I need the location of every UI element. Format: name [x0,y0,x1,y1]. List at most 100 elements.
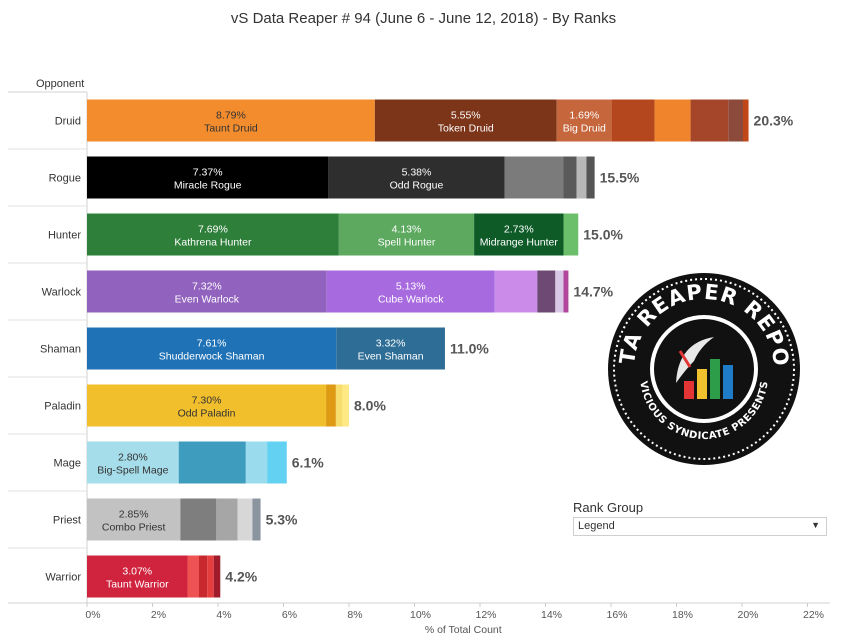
bar-segment-warlock-6 [563,270,569,313]
bar-segment-rogue-3 [504,156,564,199]
bar-segment-warlock-2 [326,270,495,313]
category-label-paladin: Paladin [44,401,81,413]
category-label-priest: Priest [53,515,81,527]
rank-group-label: Rank Group [573,500,644,515]
segment-name-label: Cube Warlock [378,294,444,306]
data-label: 2.80% [118,452,148,464]
segment-name-label: Shudderwock Shaman [159,351,265,363]
data-label: 5.55% [451,110,481,122]
bar-segment-druid-6 [690,99,729,142]
data-label: 2.85% [119,509,149,521]
bar-segment-warlock-1 [87,270,327,313]
bar-segment-priest-5 [252,498,261,541]
x-tick-label: 6% [282,609,297,621]
category-label-hunter: Hunter [48,230,81,242]
x-tick-label: 20% [737,609,758,621]
bar-segment-paladin-4 [342,384,349,427]
segment-name-label: Taunt Druid [204,123,258,135]
logo-emblem [676,337,733,399]
data-label: 7.69% [198,224,228,236]
bar-segment-hunter-2 [338,213,475,256]
x-tick-label: 10% [410,609,431,621]
bar-segment-warrior-4 [207,555,214,598]
bar-segment-priest-4 [237,498,253,541]
segment-name-label: Miracle Rogue [174,180,242,192]
segment-name-label: Big Druid [563,123,606,135]
bar-segment-paladin-2 [326,384,336,427]
data-label: 1.69% [569,110,599,122]
bar-segment-warlock-5 [555,270,564,313]
bar-segment-warrior-2 [187,555,199,598]
x-tick-label: 4% [216,609,231,621]
bar-segment-rogue-4 [563,156,577,199]
category-label-warlock: Warlock [42,287,82,299]
bar-segment-rogue-6 [586,156,595,199]
x-tick-label: 14% [541,609,562,621]
segment-name-label: Kathrena Hunter [174,237,252,249]
bar-segment-priest-3 [216,498,238,541]
triangle-down-icon: ▼ [811,520,820,530]
rank-group-dropdown[interactable]: Legend ▼ [573,517,827,536]
data-label: 2.73% [504,224,534,236]
category-label-warrior: Warrior [45,572,81,584]
x-tick-label: 18% [672,609,693,621]
segment-name-label: Taunt Warrior [106,579,169,591]
bar-segment-rogue-1 [87,156,329,199]
total-label-shaman: 11.0% [450,341,489,357]
x-tick-label: 16% [606,609,627,621]
bar-segment-druid-1 [87,99,375,142]
total-label-warrior: 4.2% [225,569,257,585]
x-axis-label: % of Total Count [425,624,502,636]
segment-name-label: Odd Rogue [390,180,444,192]
bar-segment-druid-7 [728,99,743,142]
total-label-paladin: 8.0% [354,398,386,414]
segment-name-label: Even Warlock [175,294,240,306]
bar-segment-warlock-3 [494,270,538,313]
category-label-rogue: Rogue [49,173,81,185]
x-tick-label: 0% [85,609,100,621]
data-label: 7.30% [192,395,222,407]
bar-segment-druid-5 [654,99,691,142]
segment-name-label: Midrange Hunter [480,237,559,249]
bar-segment-hunter-1 [87,213,339,256]
bar-segment-paladin-3 [335,384,343,427]
segment-name-label: Big-Spell Mage [97,465,168,477]
rank-group-selected-value: Legend [578,520,615,532]
bar-segment-warlock-4 [537,270,556,313]
bar-segment-druid-2 [374,99,557,142]
category-label-druid: Druid [55,116,81,128]
data-label: 7.37% [193,167,223,179]
bar-segment-druid-8 [742,99,749,142]
bar-segment-rogue-5 [576,156,587,199]
bar-segment-warrior-3 [199,555,208,598]
x-tick-label: 8% [347,609,362,621]
total-label-mage: 6.1% [292,455,324,471]
bar-segment-druid-3 [556,99,612,142]
bar-segment-priest-2 [180,498,217,541]
bar-segment-mage-1 [87,441,179,484]
chart-title: vS Data Reaper # 94 (June 6 - June 12, 2… [230,10,617,27]
data-label: 8.79% [216,110,246,122]
bar-segment-hunter-4 [563,213,579,256]
x-tick-label: 12% [475,609,496,621]
bar-segment-paladin-1 [87,384,327,427]
bar-segment-shaman-2 [336,327,445,370]
bar-segment-hunter-3 [474,213,564,256]
bar-segment-warrior-1 [87,555,188,598]
bar-segment-shaman-1 [87,327,337,370]
data-label: 7.32% [192,281,222,293]
segment-name-label: Spell Hunter [378,237,436,249]
category-label-mage: Mage [53,458,81,470]
bar-segment-mage-4 [267,441,287,484]
segment-name-label: Even Shaman [358,351,424,363]
data-label: 7.61% [197,338,227,350]
segment-name-label: Combo Priest [102,522,166,534]
axis-header-opponent: Opponent [36,78,85,90]
total-label-hunter: 15.0% [583,227,623,243]
total-label-warlock: 14.7% [573,284,613,300]
bar-segment-mage-3 [245,441,268,484]
data-label: 3.07% [122,566,152,578]
category-label-shaman: Shaman [40,344,81,356]
bar-segment-mage-2 [178,441,246,484]
